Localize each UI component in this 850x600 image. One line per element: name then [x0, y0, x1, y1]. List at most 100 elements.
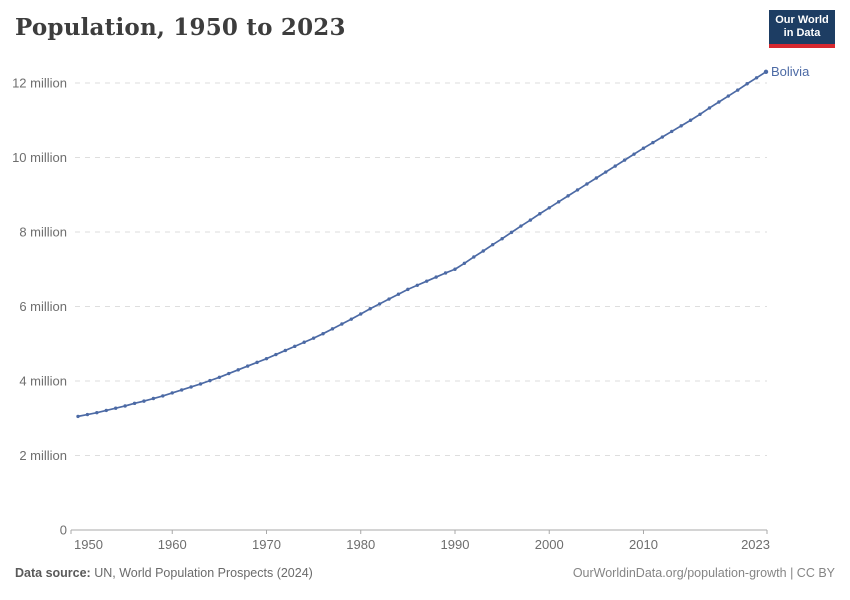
y-axis-tick-label: 8 million: [19, 225, 67, 240]
data-point: [311, 336, 316, 340]
data-point: [670, 129, 674, 134]
y-axis-tick-label: 6 million: [19, 299, 67, 314]
data-point: [170, 391, 174, 395]
data-point: [208, 378, 212, 383]
data-source-value: UN, World Population Prospects (2024): [90, 566, 313, 580]
x-axis-tick-label: 1990: [441, 537, 470, 552]
data-point: [500, 237, 504, 241]
data-point: [377, 302, 382, 306]
data-point: [340, 322, 344, 326]
data-point: [245, 364, 250, 368]
data-point: [528, 218, 533, 222]
data-point: [660, 135, 665, 139]
data-point: [575, 188, 580, 192]
x-axis-tick-label: 2023: [741, 537, 770, 552]
data-point: [227, 371, 231, 376]
data-point: [736, 88, 740, 92]
data-point: [406, 287, 410, 292]
x-axis-tick-label: 2010: [629, 537, 658, 552]
data-point: [462, 261, 467, 265]
data-point: [726, 94, 731, 98]
data-point: [472, 255, 476, 259]
y-axis-tick-label: 0: [60, 523, 67, 538]
chart-footer: Data source: UN, World Population Prospe…: [15, 566, 835, 580]
data-source-note: Data source: UN, World Population Prospe…: [15, 566, 313, 580]
data-point: [302, 340, 306, 344]
data-point: [443, 271, 448, 275]
entity-label-bolivia[interactable]: Bolivia: [771, 64, 810, 79]
data-point: [425, 279, 429, 283]
owid-logo-line1: Our World: [775, 13, 829, 26]
data-point: [641, 146, 646, 150]
y-axis-tick-label: 10 million: [12, 150, 67, 165]
data-point: [293, 344, 297, 349]
y-axis-tick-label: 2 million: [19, 448, 67, 463]
data-point: [179, 388, 184, 392]
data-point: [622, 158, 627, 162]
data-point: [359, 312, 363, 316]
data-point: [745, 82, 749, 86]
data-point: [490, 242, 495, 247]
x-axis-tick-label: 1950: [74, 537, 103, 552]
data-point: [368, 307, 372, 311]
owid-url-link[interactable]: OurWorldinData.org/population-growth: [572, 566, 787, 580]
data-point: [198, 382, 203, 386]
data-point: [142, 399, 146, 403]
data-point: [321, 331, 325, 336]
x-axis-tick-label: 1960: [158, 537, 187, 552]
data-point: [396, 292, 401, 296]
x-axis-tick-label: 2000: [535, 537, 564, 552]
owid-logo[interactable]: Our World in Data: [769, 10, 835, 48]
data-point: [698, 112, 702, 116]
data-point: [123, 404, 127, 408]
data-point: [236, 368, 240, 372]
data-point: [604, 170, 608, 174]
data-point: [717, 100, 721, 104]
data-point: [566, 194, 570, 198]
data-point: [189, 385, 193, 389]
series-group: [76, 69, 769, 419]
owid-logo-line2: in Data: [783, 27, 821, 39]
chart-title: Population, 1950 to 2023: [15, 14, 346, 41]
axes-group: 0 2 million 4 million 6 million 8 million 10 …: [12, 76, 770, 553]
x-axis-tick-label: 1970: [252, 537, 281, 552]
data-point: [594, 176, 599, 180]
data-point: [387, 297, 391, 301]
data-point: [217, 375, 222, 379]
data-point: [453, 267, 457, 271]
data-point: [274, 352, 278, 357]
data-point: [763, 69, 769, 75]
data-point: [434, 275, 438, 279]
bolivia-population-line[interactable]: [77, 70, 767, 418]
data-point: [679, 124, 683, 128]
data-point: [161, 394, 165, 398]
data-point: [151, 396, 156, 401]
y-axis-tick-label: 4 million: [19, 374, 67, 389]
data-point: [283, 348, 288, 353]
data-point: [113, 406, 118, 410]
data-point: [547, 206, 551, 210]
data-point: [85, 412, 90, 417]
gridlines-group: [75, 82, 767, 456]
data-source-label: Data source:: [15, 566, 91, 580]
data-point: [349, 317, 354, 321]
data-point: [632, 152, 636, 156]
data-point: [481, 249, 485, 253]
data-point: [556, 200, 561, 204]
data-point: [509, 230, 514, 235]
data-point: [688, 118, 693, 122]
data-point: [264, 356, 269, 361]
data-point: [754, 76, 759, 80]
data-point: [132, 401, 137, 406]
y-axis-tick-label: 12 million: [12, 76, 67, 91]
license-label: | CC BY: [786, 566, 835, 580]
data-point: [95, 410, 99, 415]
data-point: [330, 327, 335, 331]
attribution-note: OurWorldinData.org/population-growth | C…: [573, 566, 835, 580]
data-point: [255, 360, 259, 365]
data-point: [415, 283, 419, 287]
data-point: [651, 140, 655, 145]
data-point: [519, 224, 523, 228]
